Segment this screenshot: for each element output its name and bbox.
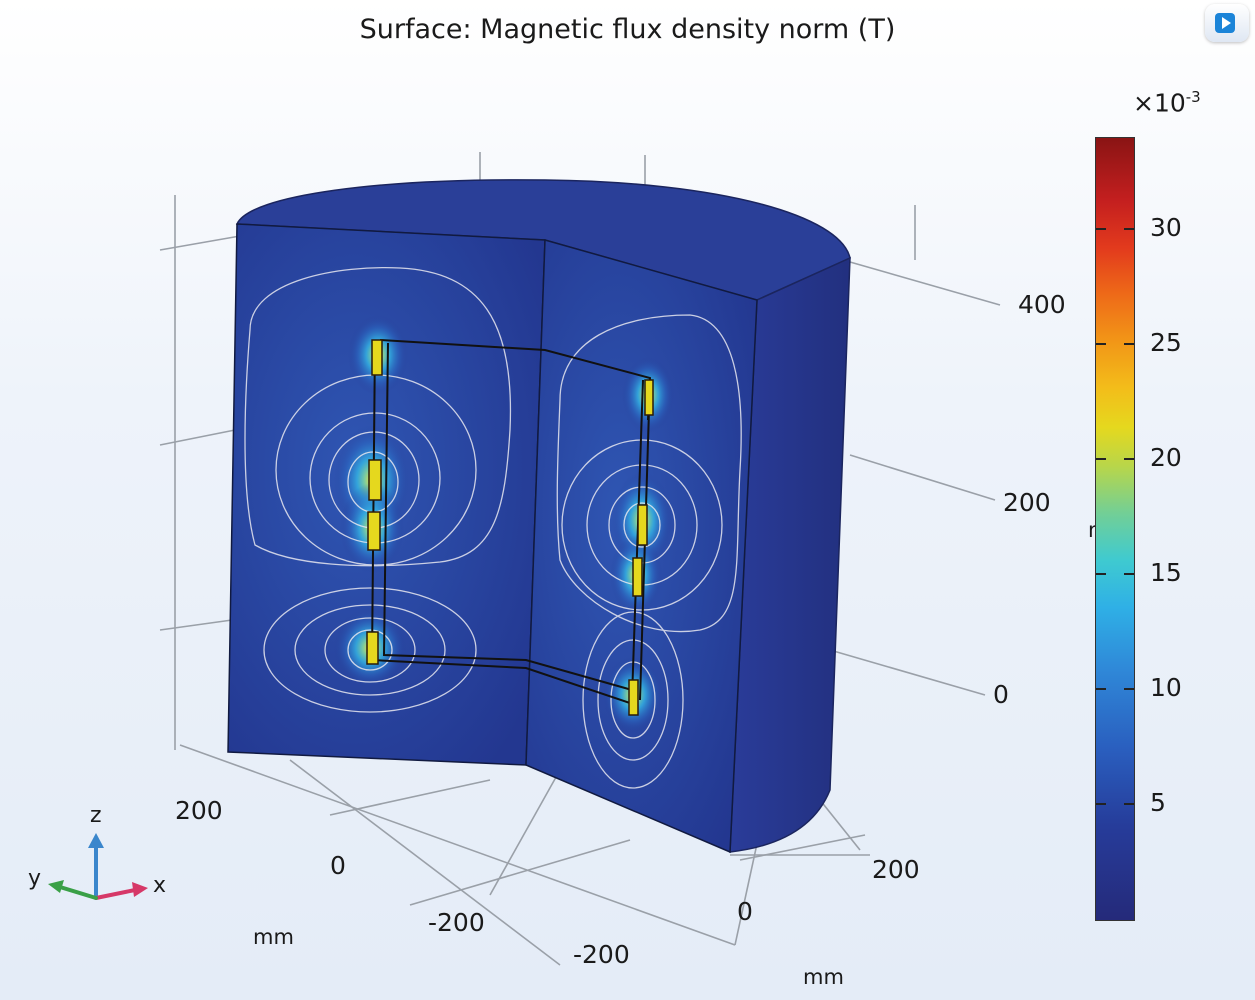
left-axis-tick-label: 0 — [330, 851, 346, 880]
conductor-blocks — [366, 339, 654, 716]
app-logo-icon — [1205, 4, 1249, 42]
z-tick-label: 400 — [1018, 290, 1066, 319]
colorbar-tick-mark — [1124, 228, 1134, 230]
colorbar-tick-mark — [1096, 343, 1106, 345]
coordinate-triad — [48, 833, 148, 900]
triad-z-label: z — [90, 803, 102, 828]
z-tick-label: 0 — [993, 680, 1009, 709]
flux-contours — [244, 266, 742, 789]
colorbar-legend — [1095, 137, 1135, 921]
colorbar-tick-label: 25 — [1150, 328, 1182, 357]
colorbar-tick-label: 30 — [1150, 213, 1182, 242]
colorbar-tick-label: 10 — [1150, 673, 1182, 702]
left-axis-unit: mm — [253, 925, 294, 949]
colorbar-tick-mark — [1096, 803, 1106, 805]
colorbar-tick-mark — [1096, 688, 1106, 690]
colorbar-tick-label: 15 — [1150, 558, 1182, 587]
z-tick-label: 200 — [1003, 488, 1051, 517]
colorbar-tick-mark — [1096, 573, 1106, 575]
right-axis-tick-label: -200 — [573, 940, 630, 969]
colorbar-tick-label: 20 — [1150, 443, 1182, 472]
triad-x-label: x — [153, 873, 167, 898]
plot-title: Surface: Magnetic flux density norm (T) — [359, 14, 896, 45]
colorbar-tick-mark — [1124, 688, 1134, 690]
colorbar-tick-mark — [1124, 458, 1134, 460]
colorbar-tick-mark — [1096, 228, 1106, 230]
colorbar-tick-mark — [1124, 343, 1134, 345]
left-axis-tick-label: 200 — [175, 796, 223, 825]
left-axis-tick-label: -200 — [428, 908, 485, 937]
axis-grid — [159, 152, 1001, 966]
colorbar-tick-mark — [1096, 458, 1106, 460]
colorbar-tick-label: 5 — [1150, 788, 1166, 817]
right-axis-tick-label: 0 — [737, 897, 753, 926]
colorbar-multiplier: ×10-3 — [1133, 88, 1201, 118]
triad-y-label: y — [28, 866, 42, 891]
right-axis-tick-label: 200 — [872, 855, 920, 884]
colorbar-tick-mark — [1124, 803, 1134, 805]
colorbar-tick-mark — [1124, 573, 1134, 575]
right-axis-unit: mm — [803, 965, 844, 989]
